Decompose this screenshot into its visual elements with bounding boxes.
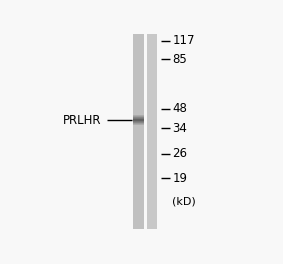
Text: 48: 48 (172, 102, 187, 115)
Bar (133, 122, 143, 123)
Bar (133, 125, 143, 126)
Bar (133, 116, 143, 117)
Text: 85: 85 (172, 53, 187, 66)
Bar (133, 117, 143, 118)
Bar (133, 124, 143, 125)
Bar (133, 121, 143, 122)
Bar (147, 34, 157, 229)
Bar (133, 114, 143, 115)
Text: 117: 117 (172, 34, 195, 47)
Bar (133, 117, 143, 118)
Text: PRLHR: PRLHR (63, 114, 101, 127)
Bar (133, 114, 143, 115)
Bar (133, 115, 143, 116)
Text: 19: 19 (172, 172, 187, 185)
Bar (133, 121, 143, 122)
Bar (133, 120, 143, 121)
Bar (133, 118, 143, 119)
Text: (kD): (kD) (172, 196, 196, 206)
Text: 26: 26 (172, 147, 187, 160)
Bar (133, 123, 143, 124)
Bar (133, 115, 143, 116)
Text: 34: 34 (172, 122, 187, 135)
Bar (133, 119, 143, 120)
Bar (133, 124, 143, 125)
Bar (133, 118, 143, 119)
Bar (133, 120, 143, 121)
Bar (133, 34, 143, 229)
